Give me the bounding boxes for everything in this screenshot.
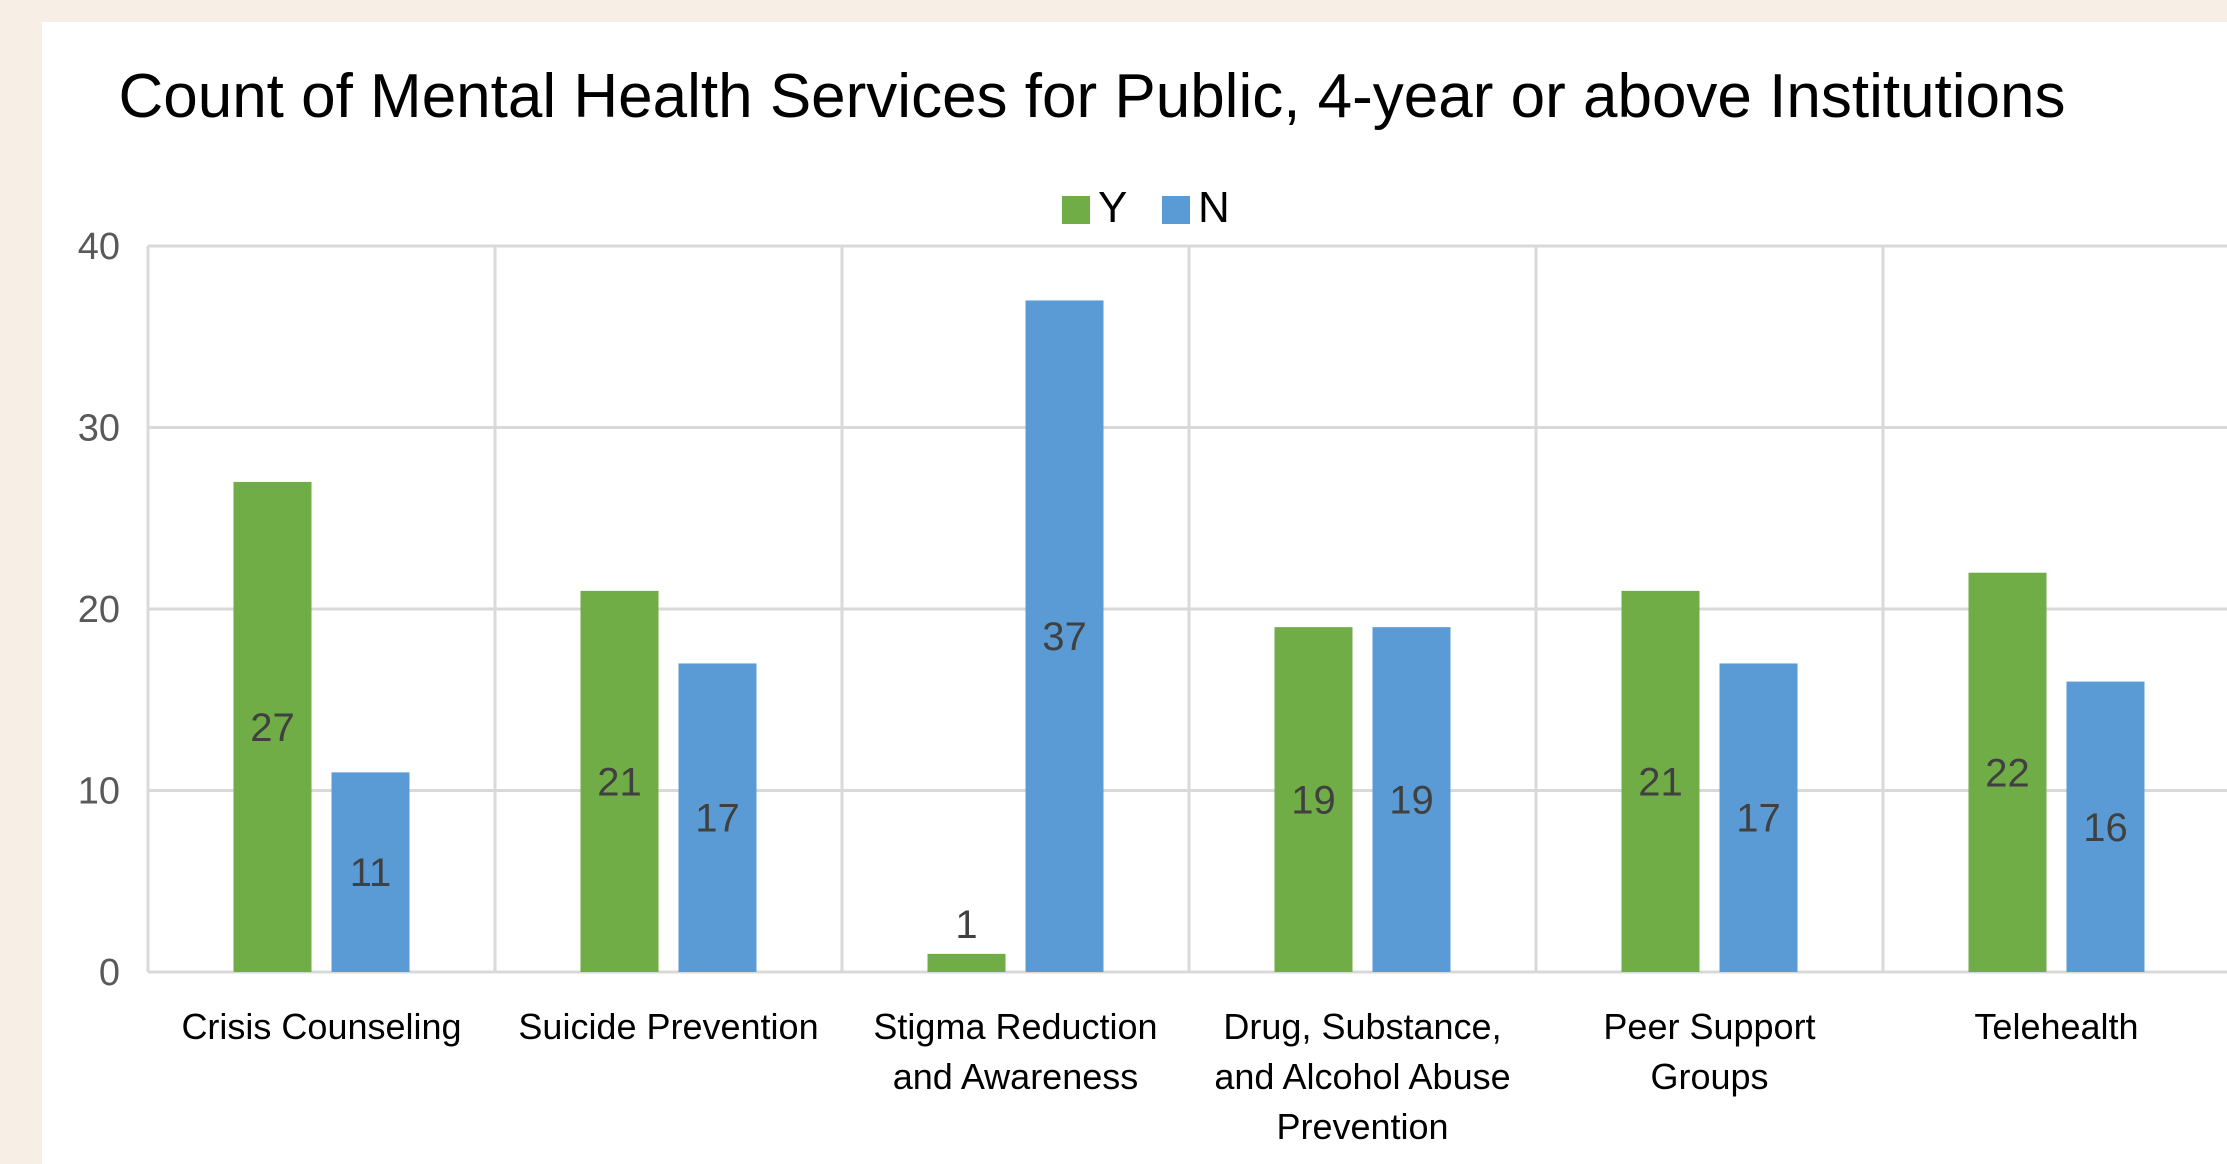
data-label: 37 bbox=[1042, 615, 1087, 659]
y-axis: 0 10 20 30 40 bbox=[78, 226, 120, 994]
chart-title: Count of Mental Health Services for Publ… bbox=[118, 62, 2065, 131]
x-tick-label: Suicide Prevention bbox=[518, 1006, 818, 1047]
bar-y-2 bbox=[927, 953, 1006, 972]
bar-y-5 bbox=[1968, 572, 2047, 972]
bar-n-1 bbox=[678, 663, 757, 972]
legend-swatch-y bbox=[1062, 196, 1090, 224]
data-label: 22 bbox=[1985, 751, 2030, 795]
legend-label-y: Y bbox=[1098, 183, 1127, 232]
y-tick-label: 40 bbox=[78, 226, 120, 268]
data-label: 21 bbox=[1638, 760, 1683, 804]
x-tick-label-line: Peer Support bbox=[1603, 1006, 1815, 1047]
x-tick-label: Stigma Reduction and Awareness bbox=[873, 1006, 1157, 1097]
bar-n-5 bbox=[2066, 681, 2145, 972]
data-label: 21 bbox=[597, 760, 642, 804]
data-label: 19 bbox=[1389, 779, 1434, 823]
bar-n-2 bbox=[1025, 300, 1104, 972]
y-tick-label: 20 bbox=[78, 589, 120, 631]
chart-panel: Count of Mental Health Services for Publ… bbox=[42, 22, 2227, 1164]
y-tick-label: 0 bbox=[99, 952, 120, 994]
y-tick-label: 10 bbox=[78, 771, 120, 813]
data-label: 17 bbox=[695, 797, 740, 841]
bar-chart: Count of Mental Health Services for Publ… bbox=[78, 62, 2227, 1147]
x-tick-label: Crisis Counseling bbox=[181, 1006, 461, 1047]
bar-n-0 bbox=[331, 772, 410, 972]
bar-y-0 bbox=[233, 481, 312, 972]
bar-y-4 bbox=[1621, 590, 1700, 972]
legend-label-n: N bbox=[1198, 183, 1230, 232]
x-tick-label: Drug, Substance, and Alcohol Abuse Prevent… bbox=[1214, 1006, 1510, 1147]
bar-y-1 bbox=[580, 590, 659, 972]
x-tick-label-line: Telehealth bbox=[1974, 1006, 2138, 1047]
x-tick-label-line: Suicide Prevention bbox=[518, 1006, 818, 1047]
y-tick-label: 30 bbox=[78, 408, 120, 450]
x-axis: Crisis Counseling Suicide Prevention Stigm… bbox=[181, 1006, 2138, 1147]
x-tick-label-line: Groups bbox=[1650, 1056, 1768, 1097]
bar-n-3 bbox=[1372, 627, 1451, 972]
bar-y-3 bbox=[1274, 627, 1353, 972]
x-tick-label: Telehealth bbox=[1974, 1006, 2138, 1047]
x-tick-label-line: Stigma Reduction bbox=[873, 1006, 1157, 1047]
data-label: 16 bbox=[2083, 806, 2128, 850]
data-labels: 27 21 1 19 21 22 11 17 37 19 17 16 bbox=[250, 615, 2128, 947]
data-label: 11 bbox=[350, 851, 392, 895]
data-label: 1 bbox=[955, 903, 977, 947]
x-tick-label-line: Prevention bbox=[1276, 1106, 1448, 1147]
x-tick-label-line: Drug, Substance, bbox=[1223, 1006, 1501, 1047]
data-label: 17 bbox=[1736, 797, 1781, 841]
bar-n-4 bbox=[1719, 663, 1798, 972]
x-tick-label-line: and Awareness bbox=[893, 1056, 1139, 1097]
data-label: 27 bbox=[250, 706, 295, 750]
x-tick-label-line: Crisis Counseling bbox=[181, 1006, 461, 1047]
x-tick-label-line: and Alcohol Abuse bbox=[1214, 1056, 1510, 1097]
data-label: 19 bbox=[1291, 779, 1336, 823]
gridlines bbox=[146, 244, 2227, 974]
x-tick-label: Peer Support Groups bbox=[1603, 1006, 1815, 1097]
legend-swatch-n bbox=[1162, 196, 1190, 224]
bars bbox=[233, 300, 2145, 972]
